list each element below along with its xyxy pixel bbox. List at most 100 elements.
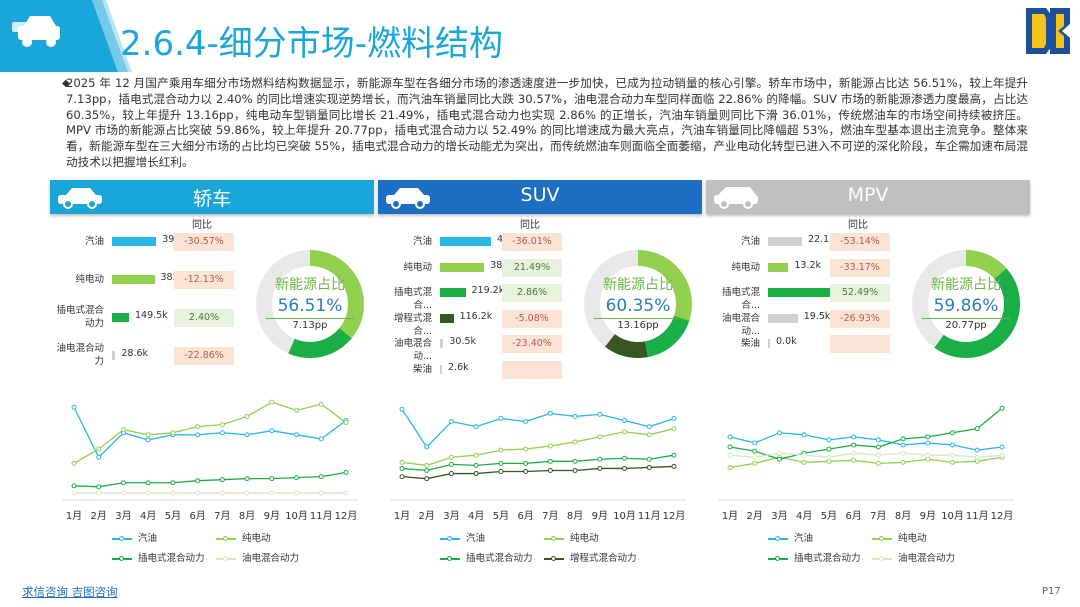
row-value: 2.6k	[448, 361, 469, 373]
series-point	[424, 444, 430, 450]
series-point	[974, 426, 980, 432]
legend-item: 纯电动	[544, 530, 599, 544]
legend-swatch	[768, 555, 788, 561]
row-yoy: -5.08%	[502, 309, 562, 328]
brand-logo	[1026, 8, 1070, 54]
series-point	[875, 460, 881, 466]
ne-share-donut	[584, 250, 692, 358]
month-label: 9月	[591, 511, 608, 522]
panel-2: MPV 同比 汽油 22.1k -53.14% 纯电动 13.2k -33.17% 插电式混合.…	[706, 180, 1030, 575]
series-point	[318, 401, 324, 407]
series-point	[925, 456, 931, 462]
series-point	[622, 455, 628, 461]
series-point	[195, 490, 201, 496]
series-point	[244, 413, 250, 419]
series-point	[294, 475, 300, 481]
row-yoy: -30.57%	[174, 233, 234, 251]
donut-divider	[922, 318, 1010, 319]
series-line-1	[73, 401, 347, 464]
row-bar	[112, 275, 155, 284]
series-point	[244, 490, 250, 496]
series-point	[269, 476, 275, 482]
donut-segment	[912, 250, 1020, 358]
month-label: 8月	[238, 511, 256, 522]
row-yoy: -36.01%	[502, 233, 562, 251]
series-point	[294, 407, 300, 413]
legend-label: 汽油	[138, 533, 158, 544]
month-label: 1月	[65, 511, 83, 522]
footer-link-qiuxin[interactable]: 求信咨询	[22, 585, 68, 599]
row-label: 纯电动	[403, 261, 432, 273]
footer-link-jitu[interactable]: 吉图咨询	[71, 585, 118, 599]
row-bar	[440, 339, 444, 348]
yoy-header: 同比	[848, 220, 868, 231]
series-point	[269, 490, 275, 496]
row-yoy: -23.40%	[502, 335, 562, 353]
row-label: 纯电动	[731, 261, 760, 273]
series-point	[244, 476, 250, 482]
series-point	[318, 436, 324, 442]
legend-swatch	[440, 535, 460, 541]
legend-item: 纯电动	[872, 530, 927, 544]
series-point	[269, 399, 275, 405]
series-point	[269, 428, 275, 434]
yoy-header: 同比	[520, 220, 540, 231]
series-point	[900, 459, 906, 465]
legend-marker	[223, 555, 228, 561]
series-point	[622, 418, 628, 424]
month-label: 5月	[820, 511, 838, 522]
month-label: 2月	[418, 511, 435, 522]
panel-title-band: SUV	[378, 180, 702, 214]
series-point	[498, 447, 504, 453]
series-line-0	[73, 406, 347, 459]
legend-swatch	[872, 555, 892, 561]
series-point	[145, 490, 151, 496]
series-point	[399, 406, 405, 412]
series-point	[752, 448, 758, 454]
footer-links[interactable]: 求信咨询 吉图咨询	[22, 584, 118, 600]
series-point	[900, 442, 906, 448]
month-label: 11月	[965, 511, 989, 522]
series-point	[826, 446, 832, 452]
month-label: 9月	[919, 511, 936, 522]
month-label: 6月	[517, 511, 534, 522]
series-point	[424, 468, 430, 473]
series-point	[145, 480, 151, 486]
legend-marker	[119, 535, 124, 541]
car-icon	[12, 16, 60, 47]
series-point	[473, 462, 479, 468]
series-point	[801, 459, 807, 465]
ne-share-donut	[912, 250, 1020, 358]
donut-change: 7.13pp	[292, 320, 328, 331]
series-point	[826, 458, 832, 464]
series-point	[547, 458, 553, 464]
month-label: 11月	[637, 511, 661, 522]
month-label: 2月	[90, 511, 107, 522]
series-point	[851, 442, 857, 448]
month-label: 2月	[746, 511, 763, 522]
series-line-0	[729, 432, 1003, 451]
series-point	[170, 490, 176, 496]
series-point	[572, 458, 578, 464]
legend-label: 插电式混合动力	[794, 553, 861, 564]
donut-segment	[256, 250, 364, 358]
series-point	[622, 465, 628, 471]
legend-item: 纯电动	[216, 530, 271, 544]
row-value: 13.2k	[794, 259, 822, 271]
series-point	[343, 490, 349, 496]
series-point	[826, 437, 832, 443]
legend-swatch	[872, 535, 892, 541]
legend-item: 汽油	[112, 530, 157, 544]
series-point	[646, 432, 652, 438]
series-point	[646, 424, 652, 430]
row-bar	[768, 262, 789, 272]
series-point	[399, 474, 405, 480]
mpv-icon	[714, 187, 758, 209]
row-yoy: -53.14%	[830, 233, 890, 251]
month-label: 6月	[845, 511, 862, 522]
row-value: 0.0k	[776, 336, 797, 347]
donut-value: 60.35%	[605, 296, 671, 316]
panel-0: 轿车同比汽油395.1k-30.57%纯电动383.4k-12.13%插电式混合…	[50, 180, 374, 575]
month-label: 1月	[393, 511, 411, 522]
series-point	[851, 434, 857, 440]
